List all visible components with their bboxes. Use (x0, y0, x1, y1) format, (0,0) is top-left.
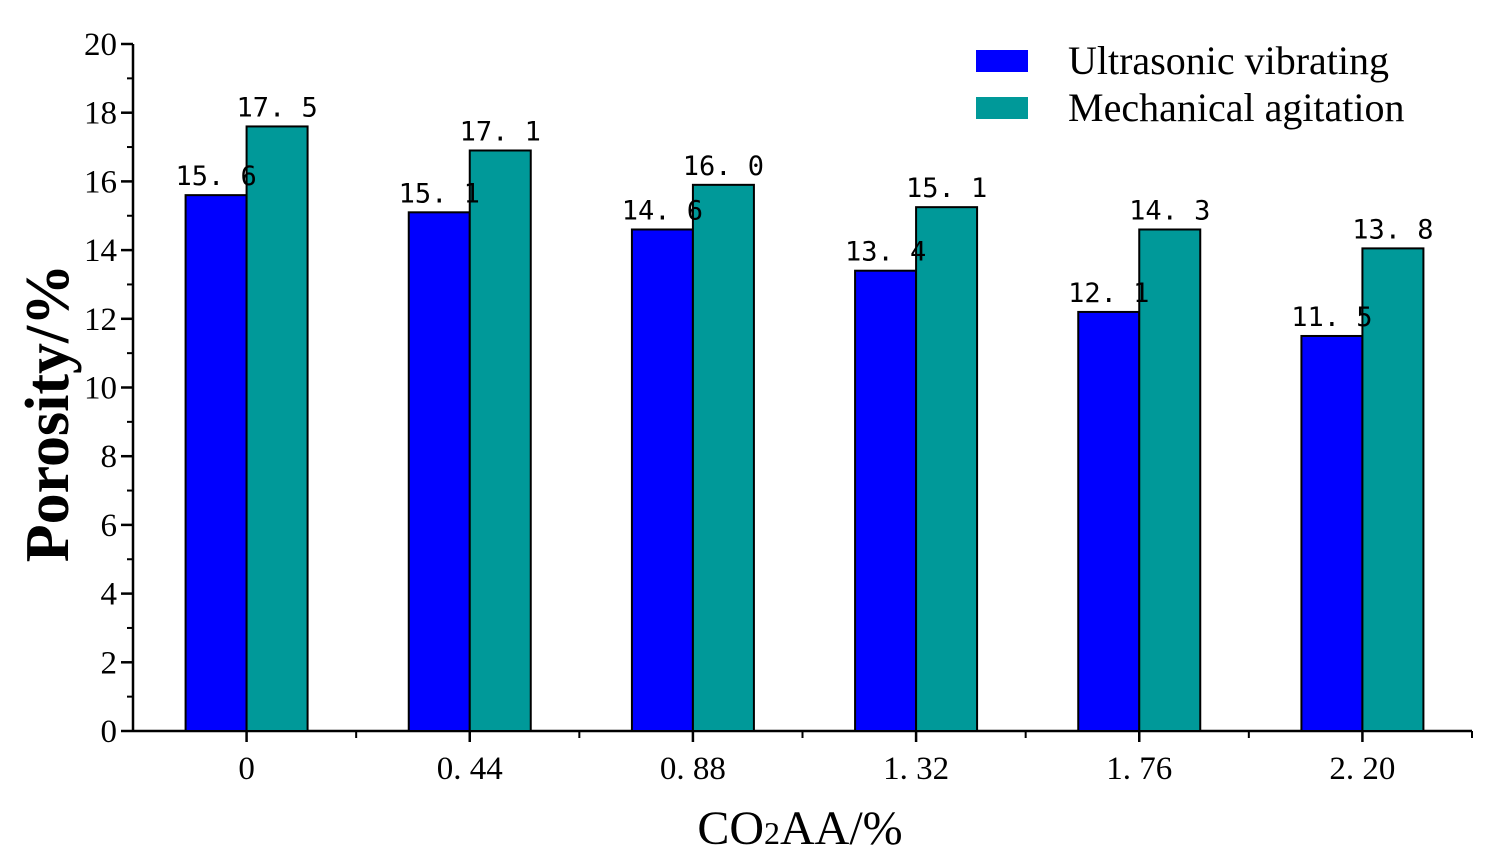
y-tick-label: 2 (101, 645, 118, 681)
y-tick-label: 0 (101, 714, 118, 750)
bar-mechanical (691, 183, 755, 732)
y-tick-label: 12 (84, 302, 117, 338)
x-tick-label: 0 (238, 751, 255, 787)
legend-swatch (976, 50, 1028, 72)
data-label: 16. 0 (683, 151, 764, 182)
bar-ultrasonic (1300, 334, 1364, 732)
bar-mechanical (1361, 247, 1425, 732)
data-label: 15. 1 (906, 173, 987, 204)
data-label: 13. 4 (845, 237, 926, 268)
bar-ultrasonic (407, 211, 471, 732)
bar-ultrasonic (854, 269, 918, 732)
x-axis-title-main: CO (697, 802, 764, 855)
x-tick-label: 0. 44 (437, 751, 503, 787)
bar-mechanical (468, 149, 532, 733)
x-tick-label: 0. 88 (660, 751, 726, 787)
bar-mechanical (245, 125, 309, 732)
y-tick-label: 20 (84, 27, 117, 63)
data-label: 15. 6 (175, 161, 256, 192)
data-labels: 15. 6 17. 5 15. 1 17. 1 14. 6 16. 0 13. 4 15. 1… (175, 92, 1433, 333)
y-tick-label: 14 (84, 233, 117, 269)
data-label: 11. 5 (1291, 302, 1372, 333)
x-axis-title-rest: AA/% (780, 802, 903, 855)
data-label: 15. 1 (399, 178, 480, 209)
bar-ultrasonic (630, 228, 694, 733)
x-tick-label: 1. 32 (883, 751, 949, 787)
y-tick-label: 8 (101, 439, 118, 475)
bar-mechanical (1138, 228, 1202, 733)
y-tick-label: 16 (84, 164, 117, 200)
bar-ultrasonic (1077, 310, 1141, 732)
legend-label: Ultrasonic vibrating (1068, 38, 1389, 83)
x-tick-label: 1. 76 (1106, 751, 1172, 787)
x-tick-label: 2. 20 (1329, 751, 1395, 787)
data-label: 14. 6 (622, 195, 703, 226)
y-tick-label: 6 (101, 508, 118, 544)
x-axis-title-subscript: 2 (764, 815, 780, 851)
bar-ultrasonic (184, 194, 248, 732)
legend-swatch (976, 97, 1028, 119)
axes: 0 2 4 6 8 10 12 14 16 18 20 0 0. 44 0. 88 1. 32 1. 76 2.… (84, 27, 1473, 787)
y-tick-label: 4 (101, 577, 118, 613)
data-label: 12. 1 (1068, 278, 1149, 309)
y-tick-label: 18 (84, 96, 117, 132)
data-label: 17. 5 (236, 92, 317, 123)
bar-mechanical (915, 206, 979, 733)
y-axis-title: Porosity/% (14, 264, 82, 563)
data-label: 13. 8 (1352, 214, 1433, 245)
y-tick-label: 10 (84, 371, 117, 407)
legend-label: Mechanical agitation (1068, 85, 1405, 130)
bars (184, 125, 1425, 733)
x-axis-title: CO2AA/% (697, 802, 902, 855)
data-label: 14. 3 (1129, 195, 1210, 226)
data-label: 17. 1 (460, 116, 541, 147)
